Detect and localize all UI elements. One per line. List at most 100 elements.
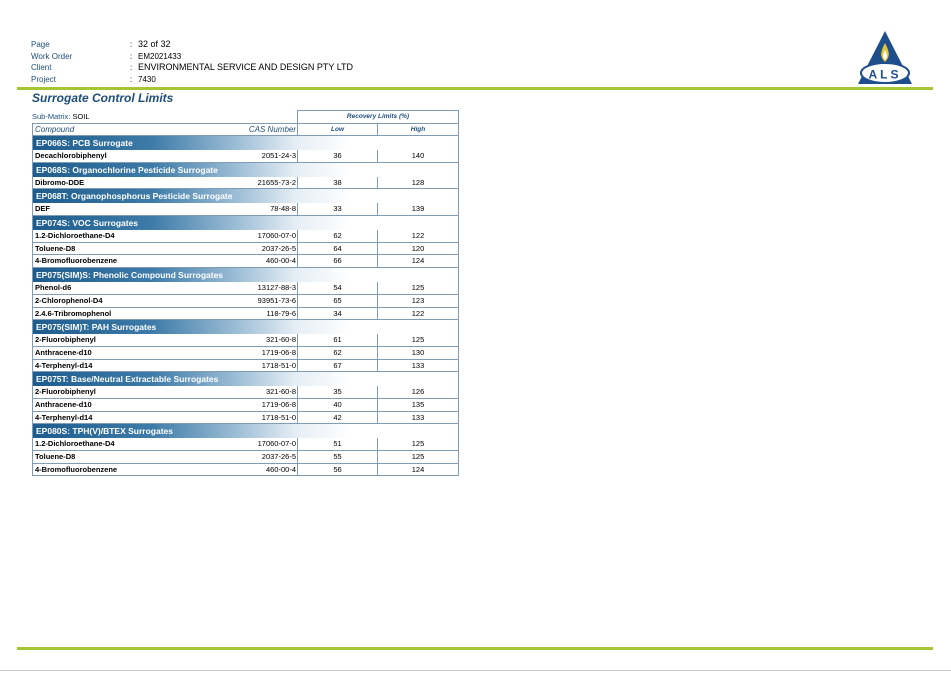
table-row: Dibromo-DDE 21655-73-2 38 128 [32, 176, 459, 190]
cas-number-cell: 460-00-4 [265, 256, 296, 266]
header-colon: : [130, 40, 133, 49]
header-divider [17, 87, 933, 90]
group-header-row: EP068T: Organophosphorus Pesticide Surro… [32, 189, 459, 204]
cas-number-cell: 2051-24-3 [261, 151, 296, 160]
page-number: 32 of 32 [138, 39, 171, 49]
compound-cell: Phenol-d6 [35, 283, 72, 293]
table-row: 2.4.6-Tribromophenol 118-79-6 34 122 [32, 307, 459, 321]
footer-divider [17, 647, 933, 650]
header-label: Page [31, 40, 50, 49]
cas-number-cell: 78-48-8 [270, 204, 296, 214]
table-body: EP066S: PCB Surrogate Decachlorobiphenyl 2… [32, 136, 459, 477]
compound-cell: Toluene-D8 [35, 243, 76, 253]
compound-cell: Anthracene-d10 [35, 399, 92, 409]
low-limit-cell: 62 [297, 346, 377, 359]
compound-cell: Decachlorobiphenyl [35, 151, 107, 160]
group-title: EP075(SIM)T: PAH Surrogates [36, 322, 157, 333]
column-header-low: Low [297, 124, 377, 135]
high-limit-cell: 130 [377, 346, 458, 359]
compound-cell: 2.4.6-Tribromophenol [35, 308, 112, 318]
compound-cell: 2-Fluorobiphenyl [35, 387, 96, 397]
table-row: 4-Terphenyl-d14 1718-51-0 67 133 [32, 359, 459, 373]
column-header-high: High [377, 124, 458, 135]
group-header-row: EP075(SIM)S: Phenolic Compound Surrogate… [32, 268, 459, 283]
cas-number-cell: 93951-73-6 [257, 295, 296, 305]
high-limit-cell: 126 [377, 386, 458, 398]
compound-cell: 1.2-Dichloroethane-D4 [35, 231, 115, 241]
sub-matrix: Sub-Matrix: SOIL [32, 110, 297, 123]
group-header-row: EP066S: PCB Surrogate [32, 136, 459, 150]
sub-matrix-label: Sub-Matrix: [32, 112, 71, 121]
compound-cell: 4-Terphenyl-d14 [35, 412, 93, 422]
table-row: 1.2-Dichloroethane-D4 17060-07-0 51 125 [32, 438, 459, 451]
header-label: Work Order [31, 51, 73, 61]
cas-number-cell: 13127-88-3 [257, 283, 296, 293]
high-limit-cell: 139 [377, 203, 458, 216]
low-limit-cell: 62 [297, 230, 377, 242]
column-header-cas: CAS Number [248, 125, 296, 134]
compound-cell: Dibromo-DDE [35, 177, 85, 187]
high-limit-cell: 124 [377, 463, 458, 476]
high-limit-cell: 133 [377, 411, 458, 424]
compound-cell: 4-Terphenyl-d14 [35, 360, 93, 370]
header-colon: : [130, 51, 133, 61]
table-row: DEF 78-48-8 33 139 [32, 203, 459, 217]
group-title: EP066S: PCB Surrogate [36, 138, 133, 148]
low-limit-cell: 66 [297, 255, 377, 268]
low-limit-cell: 33 [297, 203, 377, 216]
table-row: 2-Chlorophenol-D4 93951-73-6 65 123 [32, 294, 459, 308]
table-row: Anthracene-d10 1719-06-8 40 135 [32, 398, 459, 412]
compound-cell: 4-Bromofluorobenzene [35, 256, 118, 266]
table-row: Decachlorobiphenyl 2051-24-3 36 140 [32, 150, 459, 163]
low-limit-cell: 42 [297, 411, 377, 424]
cas-number-cell: 321-60-8 [265, 335, 296, 345]
group-header-row: EP080S: TPH(V)/BTEX Surrogates [32, 424, 459, 439]
compound-cell: 4-Bromofluorobenzene [35, 464, 118, 474]
high-limit-cell: 123 [377, 294, 458, 307]
low-limit-cell: 65 [297, 294, 377, 307]
low-limit-cell: 61 [297, 334, 377, 346]
page-title: Surrogate Control Limits [32, 91, 174, 105]
cas-number-cell: 21655-73-2 [257, 177, 296, 187]
low-limit-cell: 34 [297, 307, 377, 320]
table-row: Phenol-d6 13127-88-3 54 125 [32, 282, 459, 295]
low-limit-cell: 55 [297, 451, 377, 463]
column-header-row: Compound CAS Number Low High [32, 123, 459, 136]
cas-number-cell: 2037-26-5 [261, 243, 296, 253]
header-colon: : [130, 75, 133, 85]
group-title: EP074S: VOC Surrogates [36, 218, 139, 229]
cas-number-cell: 17060-07-0 [257, 231, 296, 241]
group-title: EP075T: Base/Neutral Extractable Surroga… [36, 374, 219, 385]
cas-number-cell: 1719-06-8 [261, 347, 296, 357]
group-title: EP080S: TPH(V)/BTEX Surrogates [36, 426, 173, 437]
high-limit-cell: 122 [377, 230, 458, 242]
high-limit-cell: 128 [377, 176, 458, 189]
table-row: 1.2-Dichloroethane-D4 17060-07-0 62 122 [32, 230, 459, 243]
low-limit-cell: 51 [297, 438, 377, 450]
compound-cell: 1.2-Dichloroethane-D4 [35, 439, 115, 449]
cas-number-cell: 17060-07-0 [257, 439, 296, 449]
high-limit-cell: 133 [377, 359, 458, 372]
high-limit-cell: 125 [377, 451, 458, 463]
group-header-row: EP074S: VOC Surrogates [32, 216, 459, 231]
cas-number-cell: 321-60-8 [265, 387, 296, 397]
cas-number-cell: 118-79-6 [266, 308, 296, 318]
cas-number-cell: 1718-51-0 [261, 360, 296, 370]
compound-cell: Toluene-D8 [35, 452, 76, 461]
low-limit-cell: 36 [297, 150, 377, 162]
logo-text: ALS [869, 68, 902, 82]
table-row: 4-Bromofluorobenzene 460-00-4 66 124 [32, 255, 459, 269]
high-limit-cell: 122 [377, 307, 458, 320]
high-limit-cell: 125 [377, 334, 458, 346]
group-header-row: EP075(SIM)T: PAH Surrogates [32, 320, 459, 335]
high-limit-cell: 135 [377, 398, 458, 411]
low-limit-cell: 54 [297, 282, 377, 294]
group-header-row: EP075T: Base/Neutral Extractable Surroga… [32, 372, 459, 387]
table-row: Toluene-D8 2037-26-5 55 125 [32, 451, 459, 464]
client-value: ENVIRONMENTAL SERVICE AND DESIGN PTY LTD [138, 62, 354, 73]
cas-number-cell: 460-00-4 [265, 464, 296, 474]
sub-matrix-value: SOIL [72, 112, 90, 121]
cas-number-cell: 2037-26-5 [261, 452, 296, 461]
group-title: EP068S: Organochlorine Pesticide Surroga… [36, 164, 218, 175]
low-limit-cell: 35 [297, 386, 377, 398]
